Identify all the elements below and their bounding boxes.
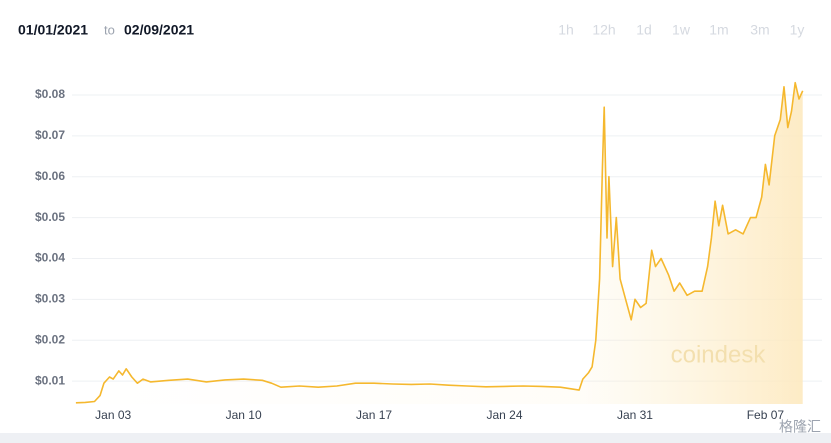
range-button[interactable]: 1y <box>790 22 805 38</box>
range-button[interactable]: 1w <box>672 22 691 38</box>
bottom-strip <box>0 433 831 443</box>
range-button[interactable]: 1d <box>636 22 652 38</box>
x-tick-label: Jan 03 <box>95 408 131 422</box>
area-fill <box>75 82 803 404</box>
x-tick-label: Jan 24 <box>487 408 523 422</box>
y-tick-label: $0.07 <box>35 128 65 142</box>
range-button[interactable]: 1h <box>558 22 574 38</box>
range-button[interactable]: 3m <box>750 22 769 38</box>
y-tick-label: $0.04 <box>35 251 65 265</box>
y-tick-label: $0.05 <box>35 210 65 224</box>
plot <box>75 81 804 404</box>
y-tick-label: $0.01 <box>35 373 65 387</box>
x-tick-label: Jan 17 <box>356 408 392 422</box>
x-tick-label: Feb 07 <box>747 408 785 422</box>
x-tick-label: Jan 10 <box>226 408 262 422</box>
price-line <box>75 81 804 404</box>
watermark-2: 格隆汇 <box>779 419 821 435</box>
date-from: 01/01/2021 <box>18 22 88 38</box>
y-tick-label: $0.03 <box>35 292 65 306</box>
y-tick-label: $0.08 <box>35 87 65 101</box>
y-tick-label: $0.06 <box>35 169 65 183</box>
range-selector: 1h 12h 1d 1w 1m 3m 1y <box>558 22 804 38</box>
x-tick-label: Jan 31 <box>617 408 653 422</box>
range-button[interactable]: 1m <box>709 22 728 38</box>
date-to: 02/09/2021 <box>124 22 194 38</box>
watermark: coindesk <box>671 341 767 368</box>
date-separator: to <box>104 22 115 37</box>
range-button[interactable]: 12h <box>592 22 615 38</box>
y-tick-label: $0.02 <box>35 332 65 346</box>
